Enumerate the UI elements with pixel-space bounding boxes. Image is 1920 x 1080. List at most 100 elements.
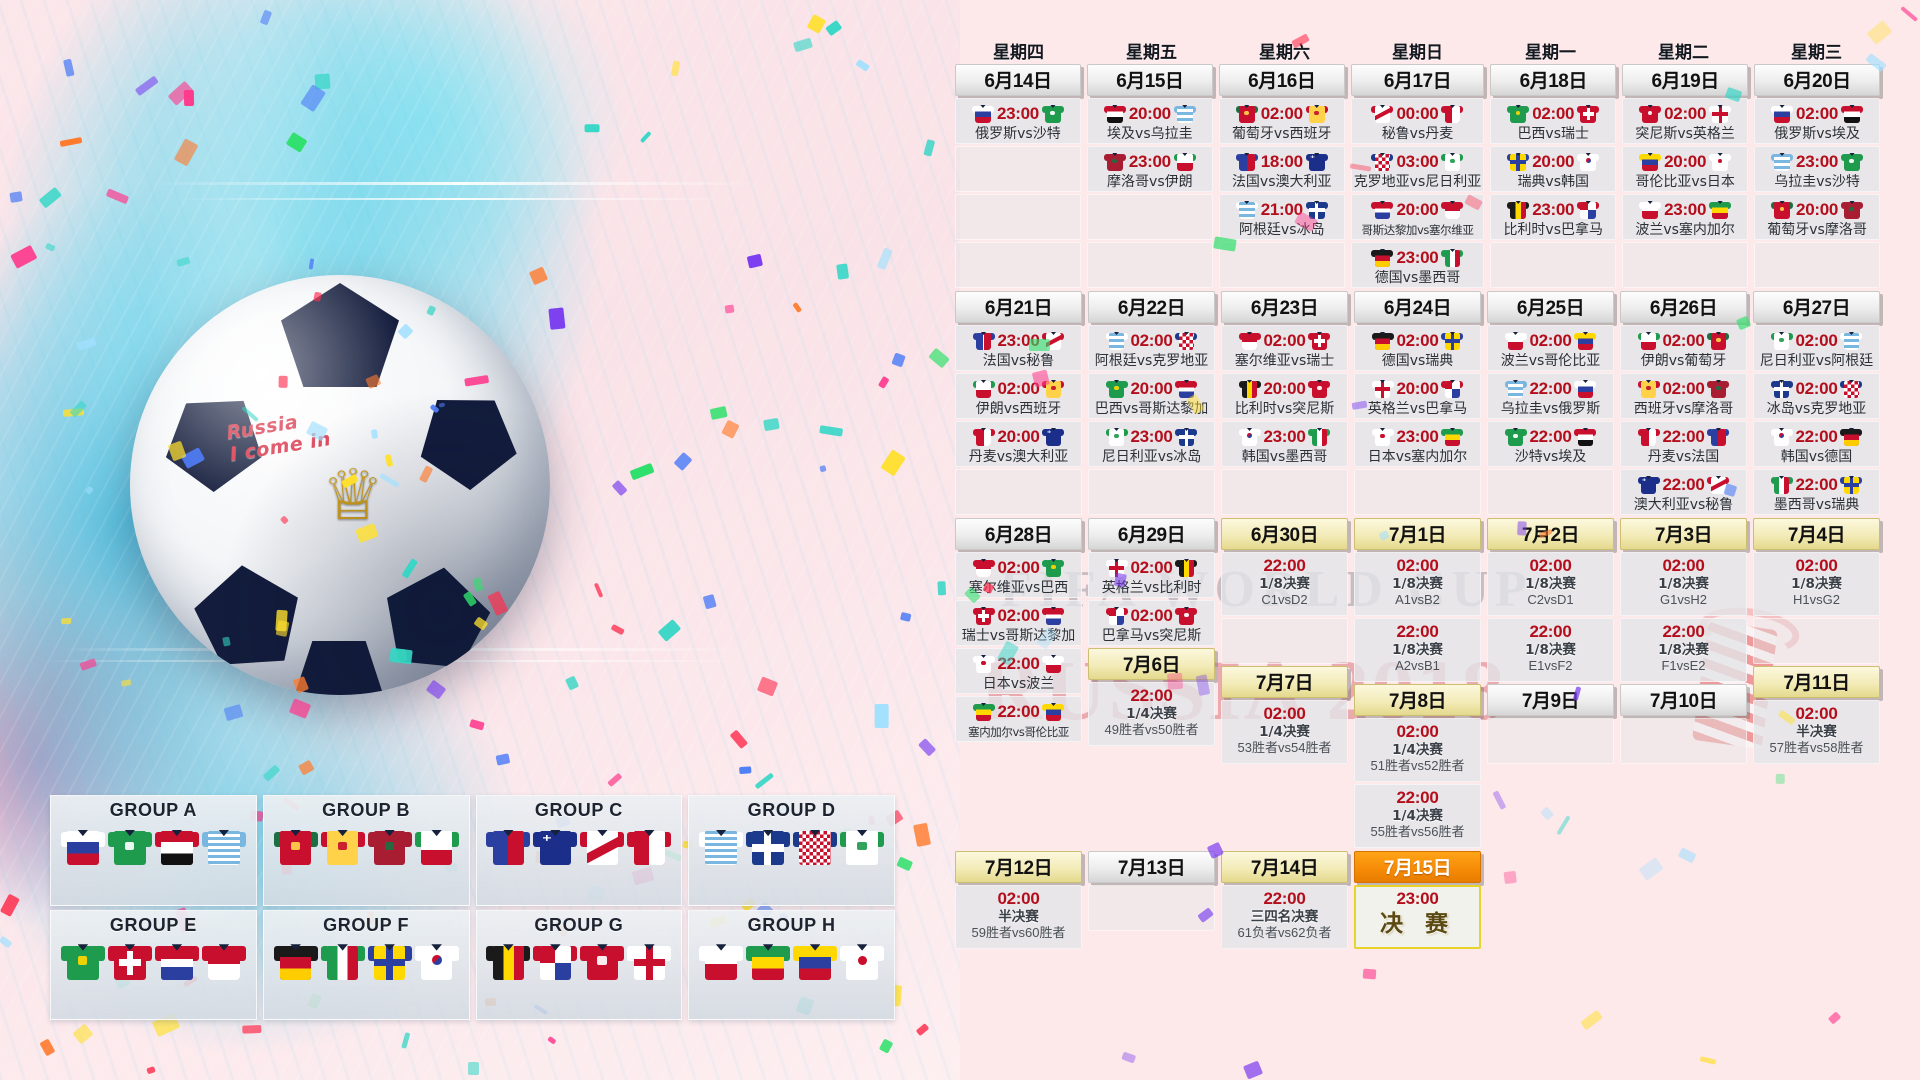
- group-match-cell[interactable]: 23:00 乌拉圭vs沙特: [1754, 146, 1880, 192]
- group-match-cell[interactable]: 23:00 摩洛哥vs伊朗: [1086, 146, 1213, 192]
- group-match-cell[interactable]: 20:00 丹麦vs澳大利亚: [955, 421, 1082, 467]
- knockout-match-cell[interactable]: 22:00 1/4决赛 49胜者vs50胜者: [1088, 682, 1215, 746]
- group-match-cell[interactable]: 22:00 日本vs波兰: [955, 648, 1082, 694]
- group-match-cell[interactable]: 02:00 瑞士vs哥斯达黎加: [955, 600, 1082, 646]
- group-match-cell[interactable]: 20:00 埃及vs乌拉圭: [1086, 98, 1213, 144]
- group-match-cell[interactable]: 23:00 德国vs墨西哥: [1350, 242, 1485, 288]
- group-box-d[interactable]: GROUP D: [688, 795, 895, 906]
- date-header[interactable]: 6月16日: [1218, 64, 1345, 96]
- group-match-cell[interactable]: 20:00 哥伦比亚vs日本: [1622, 146, 1749, 192]
- group-match-cell[interactable]: 02:00 伊朗vs西班牙: [955, 373, 1082, 419]
- group-match-cell[interactable]: 02:00 冰岛vs克罗地亚: [1753, 373, 1880, 419]
- knockout-match-cell[interactable]: 02:00 1/8决赛 H1vsG2: [1753, 552, 1880, 616]
- group-match-cell[interactable]: 20:00 巴西vs哥斯达黎加: [1088, 373, 1215, 419]
- group-match-cell[interactable]: 23:00 波兰vs塞内加尔: [1622, 194, 1749, 240]
- date-header[interactable]: 6月30日: [1221, 518, 1348, 550]
- date-header[interactable]: 7月4日: [1753, 518, 1880, 550]
- group-match-cell[interactable]: 21:00 阿根廷vs冰岛: [1218, 194, 1345, 240]
- group-match-cell[interactable]: 23:00 比利时vs巴拿马: [1490, 194, 1617, 240]
- group-match-cell[interactable]: 22:00 韩国vs德国: [1753, 421, 1880, 467]
- group-match-cell[interactable]: 23:00 尼日利亚vs冰岛: [1088, 421, 1215, 467]
- group-match-cell[interactable]: 03:00 克罗地亚vs尼日利亚: [1350, 146, 1485, 192]
- date-header[interactable]: 7月8日: [1354, 684, 1481, 716]
- date-header[interactable]: 6月22日: [1088, 291, 1215, 323]
- group-match-cell[interactable]: 02:00 俄罗斯vs埃及: [1754, 98, 1880, 144]
- group-box-b[interactable]: GROUP B: [262, 795, 470, 906]
- knockout-match-cell[interactable]: 02:00 半决赛 59胜者vs60胜者: [955, 885, 1082, 949]
- group-match-cell[interactable]: 23:00 法国vs秘鲁: [955, 325, 1082, 371]
- group-match-cell[interactable]: 22:00 沙特vs埃及: [1487, 421, 1614, 467]
- group-match-cell[interactable]: 02:00 伊朗vs葡萄牙: [1620, 325, 1747, 371]
- group-box-h[interactable]: GROUP H: [688, 909, 895, 1020]
- group-box-c[interactable]: GROUP C: [475, 795, 683, 906]
- final-match-cell[interactable]: 23:00 决 赛: [1354, 885, 1481, 949]
- group-match-cell[interactable]: 23:00 日本vs塞内加尔: [1354, 421, 1481, 467]
- knockout-match-cell[interactable]: 22:00 1/8决赛 E1vsF2: [1487, 618, 1614, 682]
- date-header[interactable]: 6月19日: [1622, 64, 1749, 96]
- group-match-cell[interactable]: 02:00 塞尔维亚vs瑞士: [1221, 325, 1348, 371]
- date-header[interactable]: 6月17日: [1350, 64, 1485, 96]
- group-match-cell[interactable]: 18:00 法国vs澳大利亚: [1218, 146, 1345, 192]
- group-match-cell[interactable]: 02:00 巴拿马vs突尼斯: [1088, 600, 1215, 646]
- knockout-match-cell[interactable]: 02:00 1/8决赛 C2vsD1: [1487, 552, 1614, 616]
- date-header[interactable]: 7月14日: [1221, 851, 1348, 883]
- date-header[interactable]: 7月11日: [1753, 666, 1880, 698]
- knockout-match-cell[interactable]: 02:00 1/8决赛 G1vsH2: [1620, 552, 1747, 616]
- knockout-match-cell[interactable]: 02:00 半决赛 57胜者vs58胜者: [1753, 700, 1880, 764]
- knockout-match-cell[interactable]: 02:00 1/8决赛 A1vsB2: [1354, 552, 1481, 616]
- group-box-a[interactable]: GROUP A: [50, 795, 257, 906]
- group-match-cell[interactable]: 23:00 俄罗斯vs沙特: [955, 98, 1081, 144]
- group-match-cell[interactable]: 20:00 瑞典vs韩国: [1490, 146, 1617, 192]
- date-header[interactable]: 6月26日: [1620, 291, 1747, 323]
- knockout-match-cell[interactable]: 02:00 1/4决赛 51胜者vs52胜者: [1354, 718, 1481, 782]
- knockout-match-cell[interactable]: 22:00 三四名决赛 61负者vs62负者: [1221, 885, 1348, 949]
- group-match-cell[interactable]: 22:00 乌拉圭vs俄罗斯: [1487, 373, 1614, 419]
- date-header[interactable]: 7月15日: [1354, 851, 1481, 883]
- knockout-match-cell[interactable]: 22:00 1/8决赛 F1vsE2: [1620, 618, 1747, 682]
- group-match-cell[interactable]: 02:00 葡萄牙vs西班牙: [1218, 98, 1345, 144]
- group-match-cell[interactable]: 02:00 波兰vs哥伦比亚: [1487, 325, 1614, 371]
- date-header[interactable]: 7月10日: [1620, 684, 1747, 716]
- knockout-match-cell[interactable]: 22:00 1/4决赛 55胜者vs56胜者: [1354, 784, 1481, 848]
- group-box-g[interactable]: GROUP G: [475, 909, 683, 1020]
- date-header[interactable]: 6月28日: [955, 518, 1082, 550]
- group-match-cell[interactable]: 22:00 塞内加尔vs哥伦比亚: [955, 696, 1082, 742]
- group-match-cell[interactable]: 02:00 德国vs瑞典: [1354, 325, 1481, 371]
- knockout-match-cell[interactable]: 22:00 1/8决赛 C1vsD2: [1221, 552, 1348, 616]
- date-header[interactable]: 6月21日: [955, 291, 1082, 323]
- date-header[interactable]: 6月20日: [1754, 64, 1880, 96]
- date-header[interactable]: 6月15日: [1086, 64, 1213, 96]
- group-match-cell[interactable]: 02:00 阿根廷vs克罗地亚: [1088, 325, 1215, 371]
- knockout-match-cell[interactable]: 22:00 1/8决赛 A2vsB1: [1354, 618, 1481, 682]
- date-header[interactable]: 7月7日: [1221, 666, 1348, 698]
- date-header[interactable]: 7月13日: [1088, 851, 1215, 883]
- date-header[interactable]: 6月29日: [1088, 518, 1215, 550]
- date-header[interactable]: 7月12日: [955, 851, 1082, 883]
- group-match-cell[interactable]: 00:00 秘鲁vs丹麦: [1350, 98, 1485, 144]
- date-header[interactable]: 6月14日: [955, 64, 1081, 96]
- group-box-e[interactable]: GROUP E: [50, 909, 257, 1020]
- group-match-cell[interactable]: 02:00 西班牙vs摩洛哥: [1620, 373, 1747, 419]
- group-match-cell[interactable]: 23:00 韩国vs墨西哥: [1221, 421, 1348, 467]
- group-match-cell[interactable]: 20:00 葡萄牙vs摩洛哥: [1754, 194, 1880, 240]
- knockout-match-cell[interactable]: 02:00 1/4决赛 53胜者vs54胜者: [1221, 700, 1348, 764]
- date-header[interactable]: 7月6日: [1088, 648, 1215, 680]
- date-header[interactable]: 6月25日: [1487, 291, 1614, 323]
- group-match-cell[interactable]: 02:00 英格兰vs比利时: [1088, 552, 1215, 598]
- date-header[interactable]: 6月18日: [1490, 64, 1617, 96]
- date-header[interactable]: 7月9日: [1487, 684, 1614, 716]
- date-header[interactable]: 7月3日: [1620, 518, 1747, 550]
- group-match-cell[interactable]: 22:00 丹麦vs法国: [1620, 421, 1747, 467]
- group-match-cell[interactable]: 02:00 巴西vs瑞士: [1490, 98, 1617, 144]
- group-match-cell[interactable]: 20:00 哥斯达黎加vs塞尔维亚: [1350, 194, 1485, 240]
- group-match-cell[interactable]: 02:00 突尼斯vs英格兰: [1622, 98, 1749, 144]
- group-match-cell[interactable]: 02:00 塞尔维亚vs巴西: [955, 552, 1082, 598]
- group-match-cell[interactable]: 20:00 英格兰vs巴拿马: [1354, 373, 1481, 419]
- group-box-f[interactable]: GROUP F: [262, 909, 470, 1020]
- date-header[interactable]: 6月27日: [1753, 291, 1880, 323]
- group-match-cell[interactable]: 02:00 尼日利亚vs阿根廷: [1753, 325, 1880, 371]
- date-header[interactable]: 6月23日: [1221, 291, 1348, 323]
- date-header[interactable]: 7月1日: [1354, 518, 1481, 550]
- date-header[interactable]: 6月24日: [1354, 291, 1481, 323]
- group-match-cell[interactable]: 20:00 比利时vs突尼斯: [1221, 373, 1348, 419]
